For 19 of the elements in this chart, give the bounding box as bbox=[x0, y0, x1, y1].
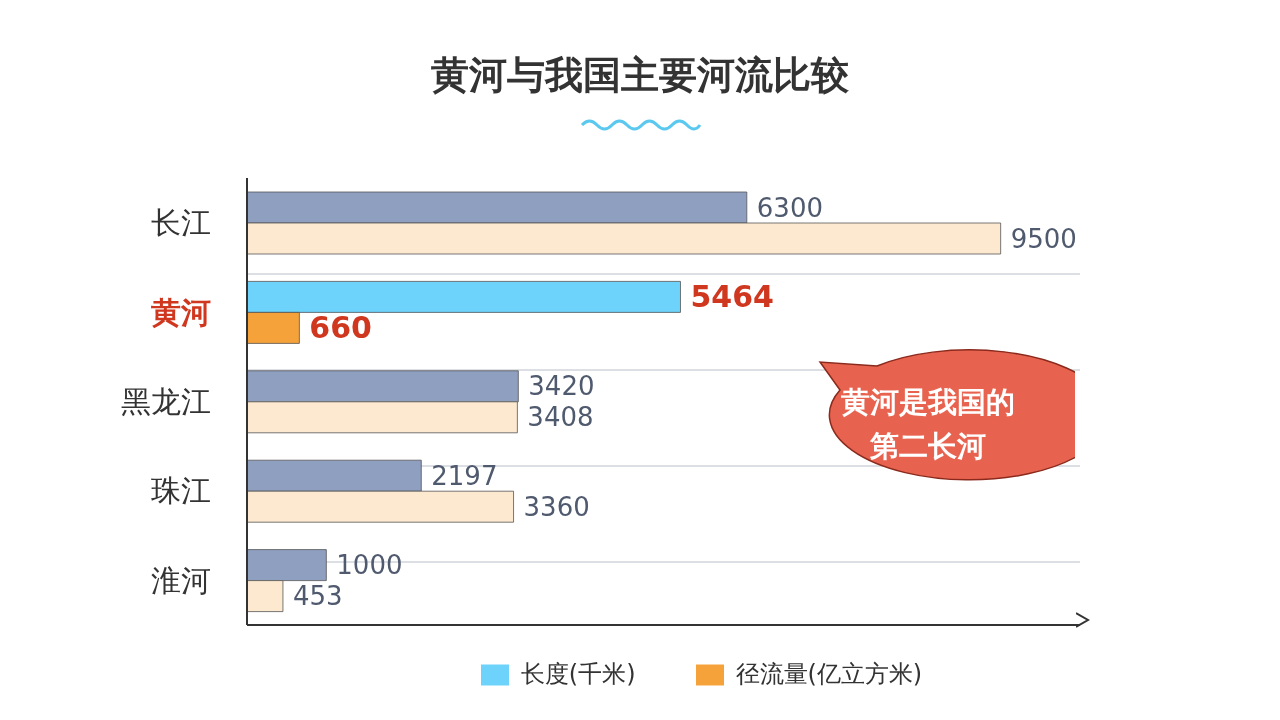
data-label: 3360 bbox=[523, 491, 590, 522]
chart-title: 黄河与我国主要河流比较 bbox=[430, 52, 850, 99]
y-tick-label: 淮河 bbox=[151, 562, 211, 598]
data-label: 453 bbox=[292, 581, 343, 612]
data-label: 6300 bbox=[756, 192, 823, 223]
y-tick-label: 黑龙江 bbox=[121, 384, 211, 419]
y-tick-label: 珠江 bbox=[151, 473, 211, 509]
data-label: 3408 bbox=[527, 402, 594, 433]
annotation: 黄河是我国的第二长河 bbox=[840, 384, 1016, 465]
data-label: 3420 bbox=[528, 371, 595, 402]
data-label: 2197 bbox=[431, 460, 498, 491]
data-label: 1000 bbox=[336, 550, 403, 581]
legend-label: 径流量(亿立方米) bbox=[735, 660, 923, 688]
y-tick-label: 长江 bbox=[151, 205, 211, 241]
y-tick-label: 黄河 bbox=[151, 294, 211, 330]
legend-label: 长度(千米) bbox=[520, 660, 636, 688]
data-label: 9500 bbox=[1010, 223, 1077, 254]
data-label: 660 bbox=[309, 310, 372, 346]
data-label: 5464 bbox=[690, 279, 774, 315]
